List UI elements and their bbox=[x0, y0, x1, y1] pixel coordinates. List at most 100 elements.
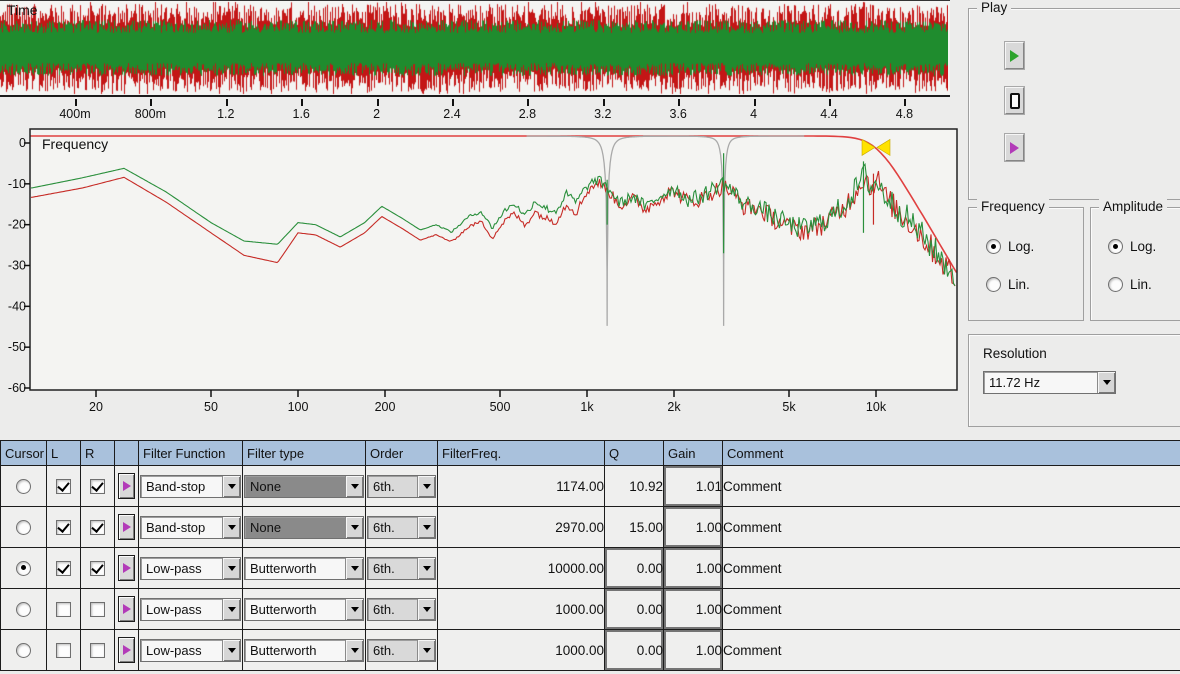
row-play-button[interactable] bbox=[118, 596, 135, 622]
left-checkbox[interactable] bbox=[56, 642, 71, 658]
chevron-down-icon[interactable] bbox=[1097, 372, 1115, 393]
left-checkbox[interactable] bbox=[56, 478, 71, 494]
time-waveform[interactable] bbox=[0, 1, 948, 95]
col-header-filter-function: Filter Function bbox=[138, 440, 243, 466]
frequency-log-option[interactable]: Log. bbox=[986, 239, 1034, 254]
q-cell[interactable]: 10.92 bbox=[604, 465, 664, 507]
comment-cell[interactable]: Comment bbox=[722, 465, 1180, 507]
order-select[interactable]: 6th. bbox=[367, 556, 436, 580]
right-checkbox[interactable] bbox=[90, 560, 105, 576]
chevron-down-icon[interactable] bbox=[417, 516, 435, 538]
cursor-radio[interactable] bbox=[16, 601, 31, 617]
radio-icon[interactable] bbox=[1108, 277, 1123, 292]
amplitude-log-label: Log. bbox=[1130, 239, 1157, 254]
amplitude-lin-option[interactable]: Lin. bbox=[1108, 277, 1152, 292]
time-axis-tick bbox=[753, 99, 756, 106]
filter-type-select[interactable]: Butterworth bbox=[244, 638, 364, 662]
filter-type-select[interactable]: Butterworth bbox=[244, 597, 364, 621]
comment-cell[interactable]: Comment bbox=[722, 588, 1180, 630]
q-cell: 0.00 bbox=[604, 629, 664, 671]
cursor-radio[interactable] bbox=[16, 642, 31, 658]
cursor-radio[interactable] bbox=[16, 519, 31, 535]
filter-handle-marker[interactable] bbox=[876, 138, 891, 156]
filter-function-select[interactable]: Low-pass bbox=[140, 638, 241, 662]
comment-cell[interactable]: Comment bbox=[722, 506, 1180, 548]
filter-type-select[interactable]: None bbox=[244, 474, 364, 498]
filter-freq-cell[interactable]: 10000.00 bbox=[437, 547, 605, 589]
filter-handle-marker[interactable] bbox=[861, 138, 876, 156]
radio-icon[interactable] bbox=[1108, 239, 1123, 254]
radio-icon[interactable] bbox=[986, 277, 1001, 292]
filter-type-select-value: Butterworth bbox=[250, 601, 317, 617]
chevron-down-icon[interactable] bbox=[417, 475, 435, 497]
col-header-order: Order bbox=[365, 440, 438, 466]
order-select[interactable]: 6th. bbox=[367, 515, 436, 539]
filter-row-5: Low-pass Butterworth 6th. 1000.00 0.00 1.00 Co… bbox=[0, 629, 1180, 671]
row-play-button[interactable] bbox=[118, 473, 135, 499]
chevron-down-icon[interactable] bbox=[417, 557, 435, 579]
freq-y-tick-label: 0 bbox=[19, 136, 26, 150]
order-select[interactable]: 6th. bbox=[367, 474, 436, 498]
chevron-down-icon[interactable] bbox=[345, 516, 363, 538]
frequency-log-label: Log. bbox=[1008, 239, 1035, 254]
frequency-plot-area[interactable] bbox=[30, 129, 957, 390]
comment-cell[interactable]: Comment bbox=[722, 547, 1180, 589]
chevron-down-icon[interactable] bbox=[222, 639, 240, 661]
time-plot[interactable] bbox=[0, 0, 950, 97]
filter-row-1: Band-stop None 6th. 1174.00 10.92 1.01 Comment bbox=[0, 465, 1180, 507]
bandstop-filter-curve bbox=[643, 135, 805, 326]
amplitude-log-option[interactable]: Log. bbox=[1108, 239, 1156, 254]
time-axis-tick bbox=[301, 99, 304, 106]
time-axis-tick-label: 400m bbox=[59, 107, 91, 121]
stop-button[interactable] bbox=[1005, 87, 1024, 114]
filter-function-select[interactable]: Band-stop bbox=[140, 474, 241, 498]
filter-function-select[interactable]: Band-stop bbox=[140, 515, 241, 539]
cursor-radio[interactable] bbox=[16, 478, 31, 494]
order-select[interactable]: 6th. bbox=[367, 638, 436, 662]
comment-cell[interactable]: Comment bbox=[722, 629, 1180, 671]
frequency-scale-group: Frequency Log. Lin. bbox=[968, 199, 1084, 321]
chevron-down-icon[interactable] bbox=[345, 598, 363, 620]
chevron-down-icon[interactable] bbox=[345, 475, 363, 497]
play-filtered-button[interactable] bbox=[1005, 134, 1024, 161]
time-axis-tick-label: 4.8 bbox=[895, 107, 914, 121]
row-play-button[interactable] bbox=[118, 555, 135, 581]
col-header-r: R bbox=[80, 440, 115, 466]
right-checkbox[interactable] bbox=[90, 519, 105, 535]
left-checkbox[interactable] bbox=[56, 601, 71, 617]
time-axis-tick-label: 2 bbox=[373, 107, 381, 121]
q-cell[interactable]: 15.00 bbox=[604, 506, 664, 548]
chevron-down-icon[interactable] bbox=[417, 639, 435, 661]
filter-type-select[interactable]: None bbox=[244, 515, 364, 539]
frequency-lin-option[interactable]: Lin. bbox=[986, 277, 1030, 292]
chevron-down-icon[interactable] bbox=[222, 516, 240, 538]
filter-freq-cell[interactable]: 1000.00 bbox=[437, 588, 605, 630]
resolution-select[interactable]: 11.72 Hz bbox=[983, 371, 1116, 394]
filter-freq-cell[interactable]: 2970.00 bbox=[437, 506, 605, 548]
chevron-down-icon[interactable] bbox=[222, 598, 240, 620]
filter-freq-cell[interactable]: 1174.00 bbox=[437, 465, 605, 507]
frequency-plot[interactable]: 0 -10 -20 -30 -40 -50 -60 20 50 100 200 500 1k 2k 5k 10… bbox=[0, 128, 962, 428]
chevron-down-icon[interactable] bbox=[222, 475, 240, 497]
chevron-down-icon[interactable] bbox=[345, 639, 363, 661]
gain-cell: 1.00 bbox=[663, 588, 723, 630]
left-checkbox[interactable] bbox=[56, 519, 71, 535]
filter-freq-cell[interactable]: 1000.00 bbox=[437, 629, 605, 671]
chevron-down-icon[interactable] bbox=[417, 598, 435, 620]
radio-icon[interactable] bbox=[986, 239, 1001, 254]
play-button[interactable] bbox=[1005, 42, 1024, 69]
cursor-radio[interactable] bbox=[16, 560, 31, 576]
order-select[interactable]: 6th. bbox=[367, 597, 436, 621]
row-play-button[interactable] bbox=[118, 514, 135, 540]
row-play-button[interactable] bbox=[118, 637, 135, 663]
filter-function-select[interactable]: Low-pass bbox=[140, 597, 241, 621]
chevron-down-icon[interactable] bbox=[222, 557, 240, 579]
filter-function-select-value: Band-stop bbox=[146, 478, 206, 494]
filter-function-select[interactable]: Low-pass bbox=[140, 556, 241, 580]
right-checkbox[interactable] bbox=[90, 601, 105, 617]
left-checkbox[interactable] bbox=[56, 560, 71, 576]
chevron-down-icon[interactable] bbox=[345, 557, 363, 579]
filter-type-select[interactable]: Butterworth bbox=[244, 556, 364, 580]
right-checkbox[interactable] bbox=[90, 478, 105, 494]
right-checkbox[interactable] bbox=[90, 642, 105, 658]
